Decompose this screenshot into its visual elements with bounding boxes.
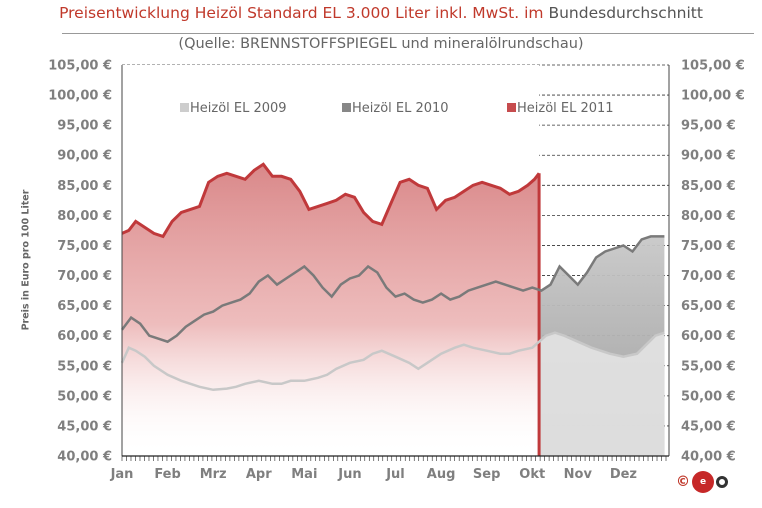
y-tick-label-left: 100,00 €	[48, 89, 112, 104]
x-tick-label: Jun	[337, 467, 361, 482]
x-tick-label: Okt	[519, 467, 545, 482]
legend-label: Heizöl EL 2009	[190, 101, 287, 116]
line-2010	[121, 235, 665, 344]
y-tick-label-right: 55,00 €	[681, 359, 736, 374]
y-tick-label-left: 45,00 €	[57, 419, 112, 434]
y-tick-label-left: 105,00 €	[48, 59, 112, 74]
legend-swatch	[342, 103, 351, 112]
y-tick-label-right: 95,00 €	[681, 119, 736, 134]
y-tick-label-right: 45,00 €	[681, 419, 736, 434]
copyright-symbol: ©	[676, 474, 690, 490]
y-tick-label-left: 50,00 €	[57, 389, 112, 404]
y-tick-label-right: 60,00 €	[681, 329, 736, 344]
chart-title-main: Preisentwicklung Heizöl Standard EL 3.00…	[59, 4, 544, 22]
y-tick-label-left: 70,00 €	[57, 269, 112, 284]
y-tick-label-right: 105,00 €	[681, 59, 745, 74]
logo-mark-icon: e	[692, 471, 714, 493]
legend-label: Heizöl EL 2011	[517, 101, 614, 116]
y-tick-label-right: 65,00 €	[681, 299, 736, 314]
x-tick-label: Mrz	[200, 467, 227, 482]
x-tick-label: Jan	[110, 467, 134, 482]
y-tick-label-left: 85,00 €	[57, 179, 112, 194]
y-tick-label-left: 40,00 €	[57, 450, 112, 465]
x-tick-label: Sep	[473, 467, 501, 482]
logo-ring-icon	[716, 476, 728, 488]
line-2009	[120, 331, 665, 392]
y-tick-label-right: 75,00 €	[681, 239, 736, 254]
y-tick-label-right: 50,00 €	[681, 389, 736, 404]
legend-label: Heizöl EL 2010	[352, 101, 449, 116]
legend-swatch	[507, 103, 516, 112]
legend-layer: Heizöl EL 2009 Heizöl EL 2010 Heizöl EL 20…	[180, 101, 614, 116]
x-tick-label: Dez	[610, 467, 637, 482]
x-tick-label: Nov	[564, 467, 593, 482]
chart-title: Preisentwicklung Heizöl Standard EL 3.00…	[0, 4, 762, 22]
area-layer	[122, 65, 665, 457]
x-tick-label: Feb	[154, 467, 180, 482]
y-tick-label-left: 55,00 €	[57, 359, 112, 374]
chart-title-region: Bundesdurchschnitt	[543, 4, 703, 22]
y-tick-label-right: 85,00 €	[681, 179, 736, 194]
y-tick-label-right: 70,00 €	[681, 269, 736, 284]
y-tick-label-right: 80,00 €	[681, 209, 736, 224]
chart-subtitle: (Quelle: BRENNSTOFFSPIEGEL und mineralöl…	[178, 36, 584, 52]
y-tick-label-right: 100,00 €	[681, 89, 745, 104]
y-tick-label-left: 95,00 €	[57, 119, 112, 134]
y-tick-label-left: 60,00 €	[57, 329, 112, 344]
y-tick-label-left: 65,00 €	[57, 299, 112, 314]
brand-logo[interactable]: © e	[676, 470, 728, 494]
title-divider	[62, 33, 754, 34]
axis-layer: 40,00 € 40,00 € 45,00 € 45,00 € 50,00 € 50,00…	[48, 59, 745, 483]
x-tick-label: Apr	[246, 467, 272, 482]
y-tick-label-right: 40,00 €	[681, 450, 736, 465]
area-2011	[122, 164, 540, 457]
x-tick-label: Aug	[427, 467, 456, 482]
legend-swatch	[180, 103, 189, 112]
y-tick-label-right: 90,00 €	[681, 149, 736, 164]
y-tick-label-left: 75,00 €	[57, 239, 112, 254]
line-layer	[120, 162, 665, 456]
x-tick-label: Jul	[385, 467, 405, 482]
line-2011	[121, 162, 541, 239]
x-tick-label: Mai	[291, 467, 317, 482]
y-tick-label-left: 90,00 €	[57, 149, 112, 164]
y-tick-label-left: 80,00 €	[57, 209, 112, 224]
